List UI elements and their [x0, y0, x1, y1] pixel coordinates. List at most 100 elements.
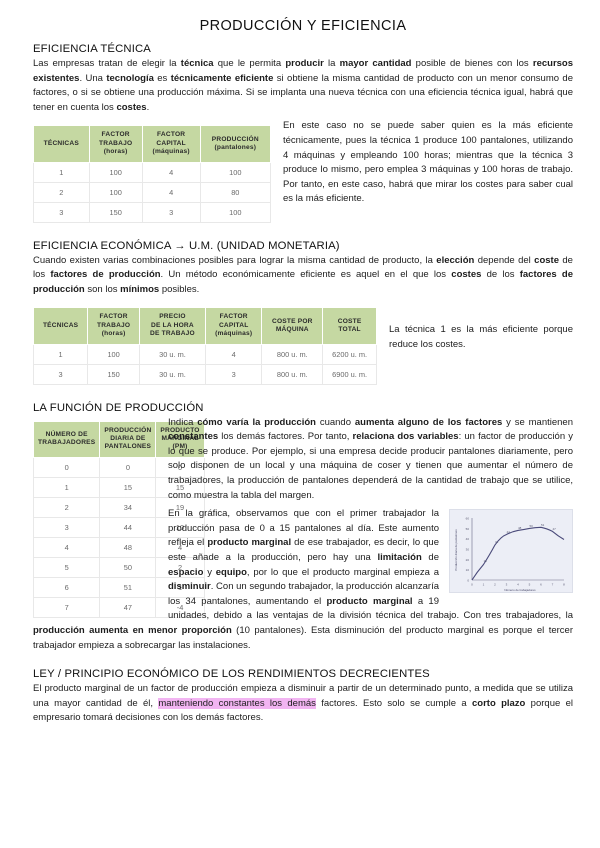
column-header: FACTOR CAPITAL (máquinas) [204, 307, 263, 345]
text-run: porque el empresario tomará decisiones c… [33, 697, 573, 724]
costes-table-wrap: TÉCNICAS FACTOR TRABAJO (horas) PRECIO DE LA … [32, 307, 377, 385]
paragraph-eficiencia-tecnica: Las empresas tratan de elegir la técnica… [33, 57, 573, 115]
table-cell: 48 [99, 536, 157, 558]
text-bold: elección [436, 254, 475, 266]
column-header: COSTE TOTAL [322, 307, 377, 345]
table-cell: 100 [87, 343, 140, 365]
text-bold: corto plazo [472, 697, 526, 709]
paragraph-funcion-produccion-1: Indica cómo varía la producción cuando a… [33, 416, 573, 504]
table-row: 1 100 4 100 [33, 161, 272, 183]
table-cell: 1 [32, 476, 101, 498]
text-run: . Con un segundo trabajador, la producci… [168, 581, 439, 607]
column-header: FACTOR TRABAJO (horas) [88, 125, 143, 163]
text-run: a 19 unidades, debido a las ventajas de … [168, 595, 573, 622]
svg-text:51: 51 [541, 523, 545, 527]
svg-text:5: 5 [529, 583, 531, 587]
svg-text:40: 40 [466, 537, 470, 541]
svg-text:7: 7 [552, 583, 554, 587]
highlighted-text: manteniendo constantes los demás [158, 697, 316, 709]
table-cell: 50 [99, 556, 157, 578]
table-header-row: TÉCNICAS FACTOR TRABAJO (horas) PRECIO DE LA … [32, 307, 377, 345]
text-bold: aumenta alguno de los factores [354, 416, 503, 428]
table-cell: 6900 u. m. [322, 363, 377, 385]
table-cell: 4 [204, 343, 263, 365]
table-row: 2 100 4 80 [33, 181, 272, 203]
text-bold: mínimos [120, 283, 160, 295]
table-row: 2 34 19 [32, 496, 205, 518]
text-run: de los [33, 254, 573, 281]
production-function-chart: 0 10 20 30 40 50 60 0 1 2 3 4 5 6 [449, 509, 573, 594]
table-row: 3 150 3 100 [33, 201, 272, 223]
column-header: PRODUCCIÓN (pantalones) [199, 125, 272, 163]
text-bold: producción aumenta en menor proporción [33, 624, 232, 636]
svg-text:8: 8 [563, 583, 565, 587]
table-header-row: TÉCNICAS FACTOR TRABAJO (horas) FACTOR CAPITA… [33, 125, 272, 163]
chart-point-labels: 15 34 44 48 50 51 47 [484, 523, 557, 563]
chart-svg: 0 10 20 30 40 50 60 0 1 2 3 4 5 6 [450, 510, 572, 593]
column-header: NÚMERO DE TRABAJADORES [32, 420, 101, 458]
table-cell: 4 [141, 181, 201, 203]
text-bold: coste [534, 254, 559, 266]
table-cell: 30 u. m. [138, 343, 206, 365]
column-header: TÉCNICAS [33, 125, 90, 163]
table-cell: 100 [199, 201, 272, 223]
table-cell: 15 [99, 476, 157, 498]
svg-text:34: 34 [495, 540, 499, 544]
svg-text:3: 3 [506, 583, 508, 587]
svg-text:0: 0 [471, 583, 473, 587]
chart-x-ticks: 0 1 2 3 4 5 6 7 8 [471, 583, 565, 587]
costes-table-row: TÉCNICAS FACTOR TRABAJO (horas) PRECIO DE LA … [32, 301, 573, 390]
table-cell: 1 [32, 343, 89, 365]
chart-x-axis-label: Número de trabajadores [504, 588, 536, 592]
column-header: FACTOR TRABAJO (horas) [87, 307, 140, 345]
text-bold: espacio [168, 566, 204, 578]
table-cell: 3 [32, 516, 101, 538]
svg-text:2: 2 [494, 583, 496, 587]
text-run: En la gráfica, observamos que con el pri… [168, 508, 439, 549]
table-cell: 150 [87, 363, 140, 385]
svg-text:50: 50 [466, 527, 470, 531]
text-run: . [146, 101, 150, 113]
column-header: PRECIO DE LA HORA DE TRABAJO [138, 307, 206, 345]
text-bold: equipo [215, 566, 247, 578]
text-run: son los [84, 283, 121, 295]
text-run: factores. Esto solo se cumple a [315, 697, 472, 709]
table-cell: 100 [88, 161, 143, 183]
text-run: la [323, 58, 340, 69]
text-bold: producir [285, 58, 324, 69]
marginal-table-wrap: NÚMERO DE TRABAJADORES PRODUCCIÓN DIARIA DE… [32, 420, 205, 618]
text-bold: mayor cantidad [339, 58, 412, 69]
table-row: 5 50 2 [32, 556, 205, 578]
text-bold: producto marginal [326, 595, 413, 607]
text-bold: limitación [377, 551, 422, 563]
table-cell: 6200 u. m. [322, 343, 377, 365]
table-tecnicas: TÉCNICAS FACTOR TRABAJO (horas) FACTOR CAPITA… [33, 125, 272, 223]
table-producto-marginal: NÚMERO DE TRABAJADORES PRODUCCIÓN DIARIA DE… [32, 420, 205, 618]
text-run: y [203, 566, 216, 578]
text-bold: producto marginal [207, 537, 292, 549]
text-run: Las empresas tratan de elegir la [33, 58, 181, 69]
table-cell: 100 [88, 181, 143, 203]
column-header: PRODUCCIÓN DIARIA DE PANTALONES [99, 420, 157, 458]
svg-text:60: 60 [466, 517, 470, 521]
section-heading-eficiencia-tecnica: EFICIENCIA TÉCNICA [33, 43, 151, 55]
text-run: los demás factores. Por tanto, [218, 431, 353, 443]
table-cell: 30 u. m. [138, 363, 206, 385]
svg-text:0: 0 [467, 579, 469, 583]
text-run: es [153, 72, 171, 84]
text-bold: factores de producción [33, 269, 573, 295]
column-header: TÉCNICAS [32, 307, 89, 345]
text-run: si obtiene la misma cantidad de producto… [33, 72, 573, 113]
section-heading-funcion-produccion: LA FUNCIÓN DE PRODUCCIÓN [33, 401, 204, 414]
table-cell: 7 [32, 596, 101, 618]
table-header-row: NÚMERO DE TRABAJADORES PRODUCCIÓN DIARIA DE… [32, 420, 205, 458]
svg-text:50: 50 [530, 524, 534, 528]
tecnicas-table-row: TÉCNICAS FACTOR TRABAJO (horas) FACTOR CAPITA… [33, 119, 573, 228]
table-cell: 3 [204, 363, 263, 385]
text-run: que le permita [213, 58, 286, 69]
table-cell: 1 [33, 161, 90, 183]
text-bold: costes [451, 269, 482, 281]
svg-text:1: 1 [483, 583, 485, 587]
paragraph-rendimientos-decrecientes: El producto marginal de un factor de pro… [33, 682, 573, 726]
text-run: Cuando existen varias combinaciones posi… [33, 254, 437, 266]
